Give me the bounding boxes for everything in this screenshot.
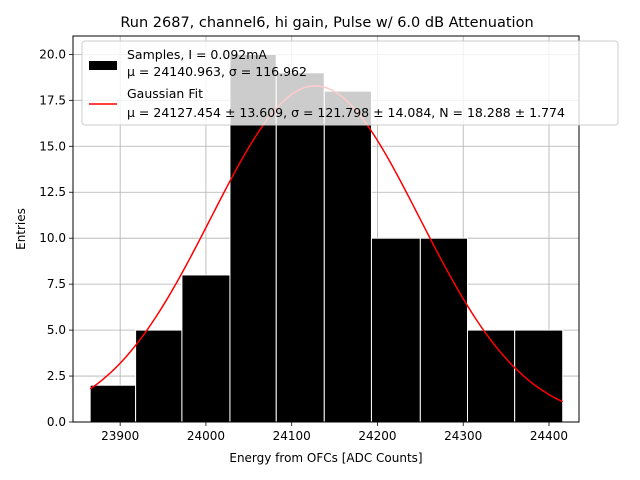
legend-fit-label: Gaussian Fit — [127, 86, 203, 101]
histogram-bar — [89, 384, 137, 423]
histogram-bar — [514, 329, 564, 423]
x-axis-label: Energy from OFCs [ADC Counts] — [229, 451, 422, 465]
y-tick-label: 10.0 — [39, 231, 66, 245]
x-tick-label: 24100 — [273, 429, 311, 443]
legend-samples-stats: μ = 24140.963, σ = 116.962 — [127, 64, 307, 79]
y-tick-label: 7.5 — [47, 277, 66, 291]
x-tick-label: 23900 — [101, 429, 139, 443]
legend: Samples, I = 0.092mA μ = 24140.963, σ = … — [81, 40, 619, 126]
y-tick-label: 2.5 — [47, 369, 66, 383]
x-tick-label: 24000 — [187, 429, 225, 443]
histogram-bar — [467, 329, 516, 423]
x-tick-label: 24200 — [358, 429, 396, 443]
legend-samples-label: Samples, I = 0.092mA — [127, 47, 267, 62]
x-axis-ticks: 23900 24000 24100 24200 24300 24400 — [101, 422, 568, 443]
histogram-bar — [181, 274, 231, 423]
x-tick-label: 24300 — [444, 429, 482, 443]
histogram-bar — [323, 90, 372, 423]
histogram-bar — [135, 329, 183, 423]
chart-title: Run 2687, channel6, hi gain, Pulse w/ 6.… — [120, 15, 533, 31]
x-tick-label: 24400 — [530, 429, 568, 443]
y-axis-label: Entries — [14, 208, 28, 250]
y-tick-label: 17.5 — [39, 93, 66, 107]
y-tick-label: 15.0 — [39, 139, 66, 153]
legend-fit-stats: μ = 24127.454 ± 13.609, σ = 121.798 ± 14… — [127, 105, 565, 120]
y-tick-label: 20.0 — [39, 47, 66, 61]
histogram-bar — [419, 237, 469, 423]
y-tick-label: 0.0 — [47, 415, 66, 429]
plot-frame — [72, 35, 580, 423]
legend-box — [81, 40, 619, 126]
y-tick-label: 5.0 — [47, 323, 66, 337]
y-axis-ticks: 0.0 2.5 5.0 7.5 10.0 12.5 15.0 17.5 20.0 — [39, 47, 73, 429]
y-tick-label: 12.5 — [39, 185, 66, 199]
legend-samples-swatch — [89, 61, 117, 70]
histogram-bar — [370, 237, 421, 423]
